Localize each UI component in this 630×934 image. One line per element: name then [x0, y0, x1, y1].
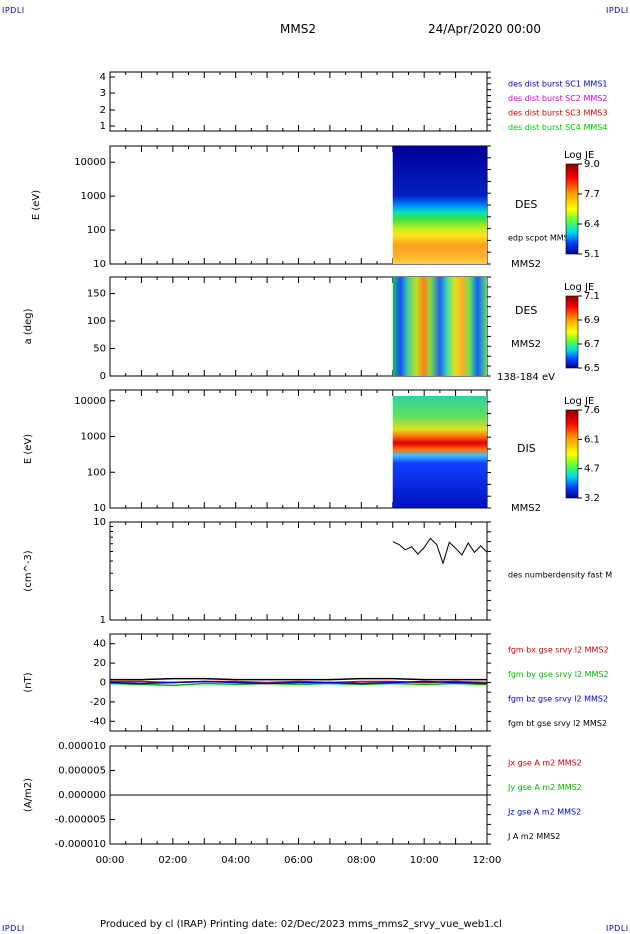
availability-ytick-label: 1: [100, 121, 106, 132]
dis-energy-colorbar-tick-label: 4.7: [584, 464, 600, 475]
dis-energy-colorbar-title: Log JE: [564, 396, 594, 407]
des-energy-colorbar-tick-label: 9.0: [584, 159, 600, 170]
des-energy-ytick-label: 1000: [81, 191, 106, 202]
current-ytick-label: 0.000000: [58, 790, 106, 801]
current-legend-entry: Jz gse A m2 MMS2: [507, 808, 581, 817]
des-energy-ytick-label: 10000: [74, 157, 106, 168]
panel-5-frame: [109, 521, 488, 621]
availability-legend-entry: des dist burst SC3 MMS3: [508, 109, 607, 118]
density-ylabel: (cm^-3): [23, 550, 34, 591]
fgm-series-line: [109, 682, 488, 687]
dis-energy-species-label: DIS: [517, 442, 536, 455]
dis-energy-bottom-label: MMS2: [511, 503, 541, 514]
dis-energy-colorbar-bar: [565, 409, 579, 499]
des-pitch-sc-label: MMS2: [511, 339, 541, 350]
x-axis-tick-label: 08:00: [347, 855, 376, 866]
des-energy-ytick-label: 10: [93, 259, 106, 270]
fgm-legend-entry: fgm by gse srvy l2 MMS2: [508, 670, 609, 679]
fgm-series-line: [110, 677, 487, 681]
des-energy-ytick-label: 100: [87, 225, 106, 236]
des-energy-spectrogram-image: [392, 146, 487, 264]
dis-energy-ytick-label: 10: [93, 503, 106, 514]
dis-energy-ytick-label: 1000: [81, 432, 106, 443]
availability-legend-entry: des dist burst SC2 MMS2: [508, 94, 607, 103]
current-ytick-label: -0.000005: [55, 815, 106, 826]
des-pitch-energy-range-label: 138-184 eV: [497, 372, 555, 383]
des-energy-species-label: DES: [515, 198, 537, 211]
des-pitch-colorbar-tick-label: 6.5: [584, 363, 600, 374]
spacecraft-title: MMS2: [280, 22, 316, 36]
des-energy-scpot-label: edp scpot MMS2: [508, 234, 574, 243]
des-pitch-ytick-label: 150: [87, 289, 106, 300]
dis-energy-spectrogram-image: [392, 396, 487, 508]
x-axis-tick-label: 02:00: [158, 855, 187, 866]
des-pitch-spectrogram-image: [392, 277, 487, 376]
fgm-series-line: [109, 680, 488, 685]
x-axis-tick-label: 10:00: [410, 855, 439, 866]
dis-energy-colorbar-tick-label: 3.2: [584, 493, 600, 504]
availability-ytick-label: 4: [100, 72, 106, 83]
current-ytick-label: -0.000010: [55, 839, 106, 850]
corner-label-bottom-left: IPDLI: [2, 924, 25, 933]
density-ytick-label: 10: [93, 517, 106, 528]
density-ytick-label: 1: [100, 615, 106, 626]
des-energy-colorbar-tick-label: 5.1: [584, 249, 600, 260]
current-ylabel: (A/m2): [23, 778, 34, 812]
fgm-ytick-label: 20: [93, 658, 106, 669]
fgm-legend-entry: fgm bt gse srvy l2 MMS2: [508, 719, 607, 728]
fgm-ytick-label: 40: [93, 639, 106, 650]
des-pitch-colorbar-title: Log JE: [564, 282, 594, 293]
des-pitch-species-label: DES: [515, 304, 537, 317]
availability-ytick-label: 2: [100, 105, 106, 116]
dis-energy-ylabel: E (eV): [23, 434, 34, 464]
des-pitch-ytick-label: 0: [100, 371, 106, 382]
fgm-ytick-label: 0: [100, 678, 106, 689]
fgm-ytick-label: -40: [90, 716, 106, 727]
availability-ytick-label: 3: [100, 88, 106, 99]
des-pitch-colorbar-bar: [565, 295, 579, 369]
x-axis-tick-label: 00:00: [96, 855, 125, 866]
dis-energy-colorbar-tick-label: 7.6: [584, 405, 600, 416]
current-ytick-label: 0.000010: [58, 741, 106, 752]
availability-legend-entry: des dist burst SC1 MMS1: [508, 80, 607, 89]
density-series-line: [392, 537, 488, 565]
des-energy-colorbar-title: Log JE: [564, 150, 594, 161]
des-pitch-colorbar-tick-label: 6.9: [584, 315, 600, 326]
fgm-legend-entry: fgm bz gse srvy l2 MMS2: [508, 695, 608, 704]
current-ytick-label: 0.000005: [58, 766, 106, 777]
des-pitch-ytick-label: 50: [93, 344, 106, 355]
des-energy-colorbar-tick-label: 6.4: [584, 219, 600, 230]
des-energy-colorbar-tick-label: 7.7: [584, 189, 600, 200]
dis-energy-colorbar-tick-label: 6.1: [584, 434, 600, 445]
des-pitch-ytick-label: 100: [87, 316, 106, 327]
dis-energy-ytick-label: 10000: [74, 396, 106, 407]
des-energy-colorbar-bar: [565, 163, 579, 255]
corner-label-top-left: IPDLI: [2, 6, 25, 15]
density-legend-entry: des numberdensity fast M: [508, 571, 612, 580]
des-energy-ylabel: E (eV): [31, 190, 42, 220]
des-pitch-colorbar-tick-label: 6.7: [584, 339, 600, 350]
x-axis-tick-label: 04:00: [221, 855, 250, 866]
panel-1-frame: [109, 71, 488, 132]
datetime-title: 24/Apr/2020 00:00: [428, 22, 542, 36]
fgm-ytick-label: -20: [90, 697, 106, 708]
availability-legend-entry: des dist burst SC4 MMS4: [508, 123, 607, 132]
footer-credit: Produced by cl (IRAP) Printing date: 02/…: [100, 919, 502, 930]
des-pitch-ylabel: a (deg): [23, 308, 34, 344]
current-legend-entry: J A m2 MMS2: [507, 832, 560, 841]
dis-energy-ytick-label: 100: [87, 467, 106, 478]
fgm-legend-entry: fgm bx gse srvy l2 MMS2: [508, 646, 609, 655]
corner-label-bottom-right: IPDLI: [606, 924, 629, 933]
des-energy-bottom-label: MMS2: [511, 259, 541, 270]
corner-label-top-right: IPDLI: [606, 6, 629, 15]
des-pitch-colorbar-tick-label: 7.1: [584, 291, 600, 302]
fgm-ylabel: (nT): [23, 672, 34, 692]
current-legend-entry: Jx gse A m2 MMS2: [507, 759, 582, 768]
x-axis-tick-label: 06:00: [284, 855, 313, 866]
x-axis-tick-label: 12:00: [473, 855, 502, 866]
current-legend-entry: Jy gse A m2 MMS2: [507, 783, 582, 792]
